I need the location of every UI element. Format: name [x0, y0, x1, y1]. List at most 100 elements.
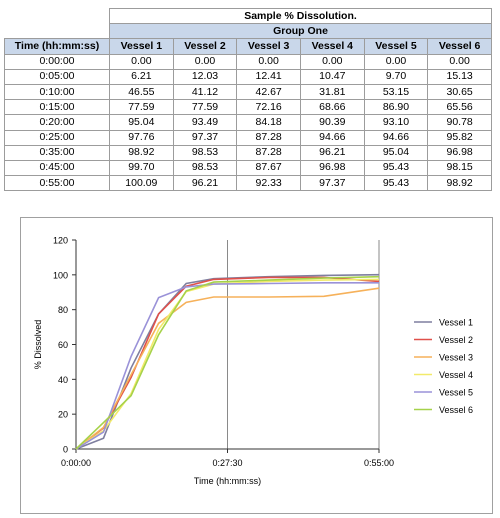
value-cell: 92.33	[236, 175, 301, 192]
time-cell: 0:20:00	[4, 114, 110, 131]
table-row: 0:10:00 46.55 41.12 42.67 31.81 53.15 30.65	[4, 83, 492, 101]
value-cell: 97.37	[299, 175, 365, 192]
table-title: Sample % Dissolution.	[109, 7, 492, 25]
value-cell: 0.00	[363, 53, 429, 70]
value-cell: 100.09	[109, 175, 174, 192]
value-cell: 53.15	[363, 83, 429, 101]
value-cell: 46.55	[109, 83, 174, 101]
value-cell: 72.16	[236, 99, 301, 116]
value-cell: 68.66	[299, 99, 365, 116]
value-cell: 93.49	[172, 114, 238, 131]
time-cell: 0:35:00	[4, 144, 110, 161]
y-tick-label: 60	[58, 340, 68, 350]
table-row: 0:25:00 97.76 97.37 87.28 94.66 94.66 95.82	[4, 129, 492, 146]
value-cell: 87.28	[236, 129, 301, 146]
legend-label: Vessel 6	[439, 405, 473, 415]
value-cell: 30.65	[427, 83, 492, 101]
dissolution-line-chart: 0 20 40 60 80 100 120 0:00:00 0:27:30 0:55:00 Time…	[33, 236, 473, 487]
table-row: 0:55:00 100.09 96.21 92.33 97.37 95.43 98.92	[4, 175, 492, 192]
column-header: Vessel 3	[236, 38, 301, 55]
y-axis-label: % Dissolved	[33, 320, 43, 370]
value-cell: 98.15	[427, 159, 492, 177]
column-header: Vessel 5	[363, 38, 429, 55]
time-column-header: Time (hh:mm:ss)	[4, 38, 110, 55]
table-row: 0:35:00 98.92 98.53 87.28 96.21 95.04 96.98	[4, 144, 492, 161]
value-cell: 65.56	[427, 99, 492, 116]
x-tick-label: 0:27:30	[212, 458, 242, 468]
y-tick-label: 0	[63, 445, 68, 455]
value-cell: 98.92	[427, 175, 492, 192]
table-row: 0:45:00 99.70 98.53 87.67 96.98 95.43 98.15	[4, 159, 492, 177]
value-cell: 96.98	[427, 144, 492, 161]
value-cell: 97.37	[172, 129, 238, 146]
value-cell: 99.70	[109, 159, 174, 177]
value-cell: 93.10	[363, 114, 429, 131]
value-cell: 96.21	[299, 144, 365, 161]
group-header: Group One	[109, 23, 492, 40]
time-cell: 0:55:00	[4, 175, 110, 192]
x-tick-label: 0:55:00	[364, 458, 394, 468]
value-cell: 9.70	[363, 68, 429, 85]
value-cell: 97.76	[109, 129, 174, 146]
table-row: 0:05:00 6.21 12.03 12.41 10.47 9.70 15.13	[4, 68, 492, 85]
value-cell: 95.43	[363, 159, 429, 177]
value-cell: 77.59	[172, 99, 238, 116]
value-cell: 95.04	[363, 144, 429, 161]
dissolution-table: Sample % Dissolution. Group One Time (hh…	[4, 7, 492, 192]
y-tick-label: 100	[53, 270, 68, 280]
value-cell: 0.00	[236, 53, 301, 70]
y-tick-label: 80	[58, 305, 68, 315]
time-cell: 0:05:00	[4, 68, 110, 85]
time-cell: 0:25:00	[4, 129, 110, 146]
value-cell: 95.82	[427, 129, 492, 146]
value-cell: 10.47	[299, 68, 365, 85]
value-cell: 0.00	[299, 53, 365, 70]
value-cell: 15.13	[427, 68, 492, 85]
value-cell: 0.00	[172, 53, 238, 70]
column-header: Vessel 4	[299, 38, 365, 55]
value-cell: 42.67	[236, 83, 301, 101]
legend-label: Vessel 2	[439, 335, 473, 345]
value-cell: 98.53	[172, 144, 238, 161]
value-cell: 12.41	[236, 68, 301, 85]
value-cell: 0.00	[427, 53, 492, 70]
y-tick-label: 120	[53, 236, 68, 246]
table-row: 0:15:00 77.59 77.59 72.16 68.66 86.90 65.56	[4, 99, 492, 116]
time-cell: 0:45:00	[4, 159, 110, 177]
time-cell: 0:15:00	[4, 99, 110, 116]
chart-container: 0 20 40 60 80 100 120 0:00:00 0:27:30 0:55:00 Time…	[20, 217, 493, 514]
time-cell: 0:00:00	[4, 53, 110, 70]
y-tick-label: 40	[58, 375, 68, 385]
series-line	[75, 287, 380, 450]
column-header: Vessel 6	[427, 38, 492, 55]
table-corner	[4, 23, 110, 39]
legend-label: Vessel 1	[439, 318, 473, 328]
value-cell: 77.59	[109, 99, 174, 116]
table-corner	[4, 8, 110, 24]
series-line	[75, 282, 379, 450]
value-cell: 96.21	[172, 175, 238, 192]
value-cell: 95.43	[363, 175, 429, 192]
value-cell: 90.78	[427, 114, 492, 131]
column-header: Vessel 2	[172, 38, 238, 55]
legend-label: Vessel 5	[439, 388, 473, 398]
column-header: Vessel 1	[109, 38, 174, 55]
value-cell: 96.98	[299, 159, 365, 177]
value-cell: 87.67	[236, 159, 301, 177]
value-cell: 84.18	[236, 114, 301, 131]
value-cell: 12.03	[172, 68, 238, 85]
x-axis-label: Time (hh:mm:ss)	[194, 476, 261, 486]
value-cell: 41.12	[172, 83, 238, 101]
value-cell: 95.04	[109, 114, 174, 131]
y-tick-label: 20	[58, 410, 68, 420]
value-cell: 94.66	[299, 129, 365, 146]
value-cell: 31.81	[299, 83, 365, 101]
value-cell: 86.90	[363, 99, 429, 116]
value-cell: 90.39	[299, 114, 365, 131]
value-cell: 98.53	[172, 159, 238, 177]
value-cell: 98.92	[109, 144, 174, 161]
value-cell: 6.21	[109, 68, 174, 85]
series-line	[75, 273, 380, 450]
table-row: 0:20:00 95.04 93.49 84.18 90.39 93.10 90.78	[4, 114, 492, 131]
value-cell: 94.66	[363, 129, 429, 146]
